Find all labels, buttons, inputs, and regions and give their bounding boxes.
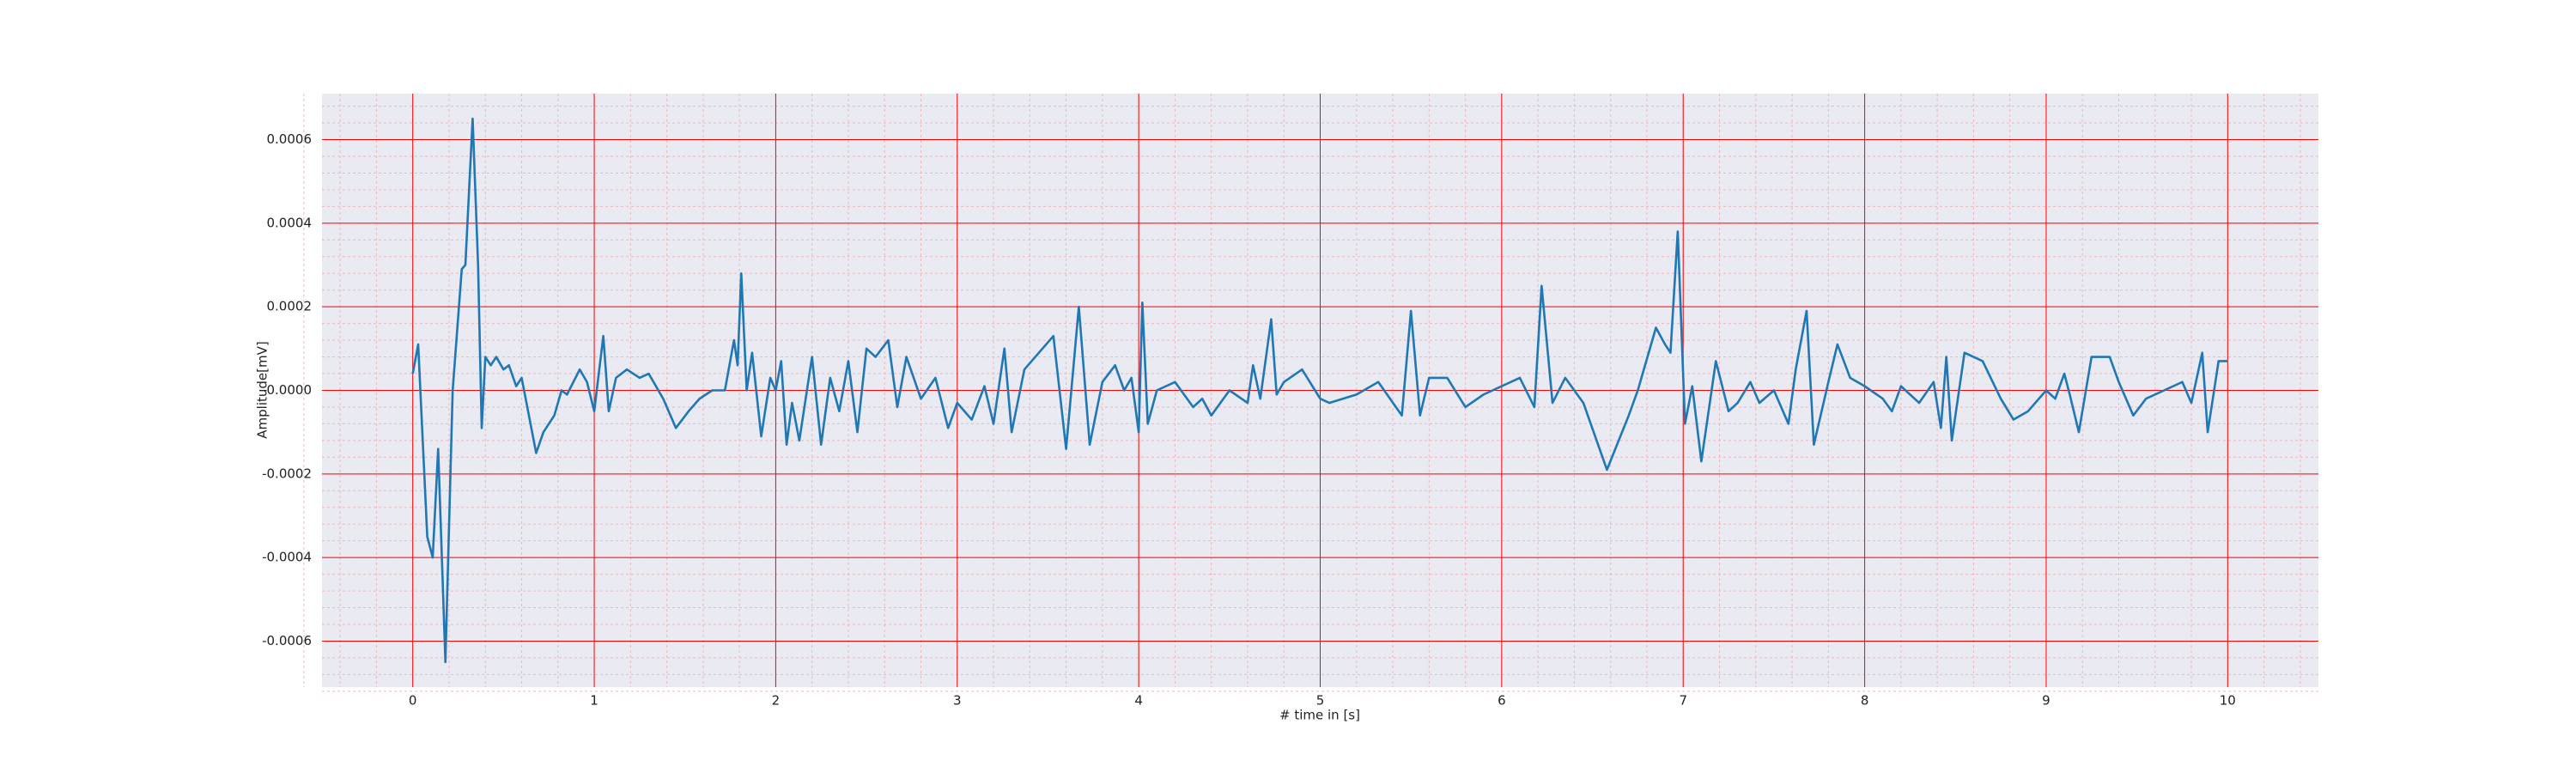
x-tick-label: 1 xyxy=(590,693,598,709)
y-axis-label: Amplitude[mV] xyxy=(255,341,270,438)
x-tick-label: 0 xyxy=(409,693,417,709)
y-tick-label: 0.0006 xyxy=(267,131,313,147)
x-tick-label: 5 xyxy=(1316,693,1325,709)
x-tick-label: 8 xyxy=(1861,693,1869,709)
x-tick-label: 2 xyxy=(772,693,781,709)
y-tick-label: -0.0004 xyxy=(262,550,312,565)
x-tick-label: 7 xyxy=(1679,693,1687,709)
y-tick-label: -0.0006 xyxy=(262,633,312,648)
y-tick-label: 0.0000 xyxy=(267,382,313,398)
signal-line xyxy=(411,117,2228,664)
y-tick-label: -0.0002 xyxy=(262,466,312,481)
lines xyxy=(411,117,2228,664)
x-tick-label: 6 xyxy=(1498,693,1506,709)
y-tick-label: 0.0004 xyxy=(267,215,313,230)
x-tick-label: 9 xyxy=(2042,693,2050,709)
x-tick-label: 3 xyxy=(953,693,962,709)
x-tick-label: 4 xyxy=(1134,693,1143,709)
x-axis-label: # time in [s] xyxy=(1279,708,1360,723)
grid xyxy=(303,94,2318,692)
x-tick-label: 10 xyxy=(2220,693,2236,709)
y-tick-label: 0.0002 xyxy=(267,299,313,314)
